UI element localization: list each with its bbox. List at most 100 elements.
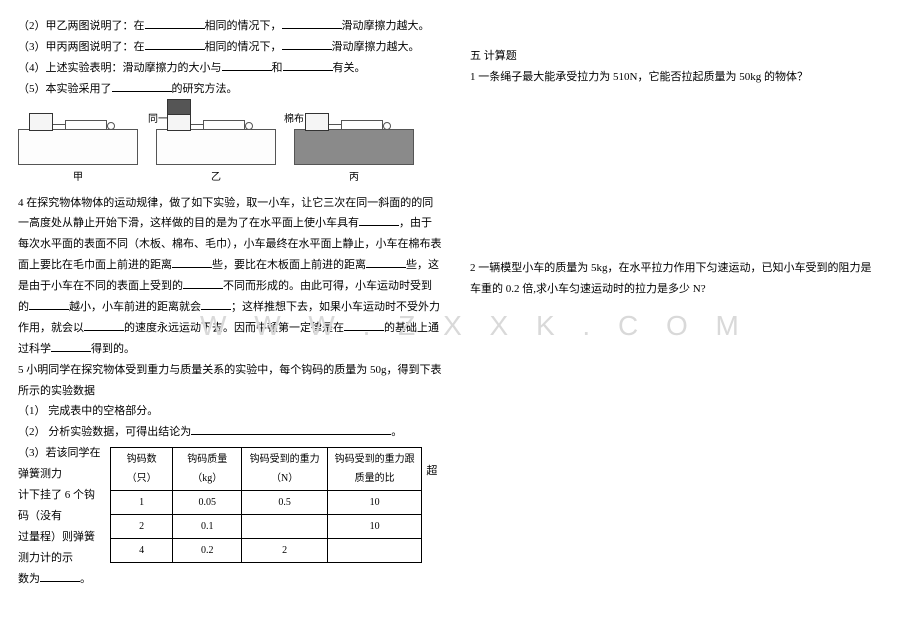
q3-b: 相同的情况下，	[205, 41, 282, 53]
page-container: （2）甲乙两图说明了：在相同的情况下，滑动摩擦力越大。 （3）甲丙两图说明了：在…	[0, 0, 920, 634]
p4-blank7	[84, 319, 124, 331]
diagram-row: 甲 乙	[18, 129, 442, 187]
q5-b: 的研究方法。	[172, 83, 238, 95]
p4-paragraph: 4 在探究物体物体的运动规律，做了如下实验，取一小车，让它三次在同一斜面的的同一…	[18, 193, 442, 360]
q4-blank2	[283, 59, 333, 71]
block-b1	[167, 113, 191, 131]
table-left-text: （3）若该同学在弹簧测力 计下挂了 6 个钩码（没有 过量程）则弹簧测力计的示 …	[18, 443, 110, 589]
spring-scale-c	[329, 120, 399, 130]
r2c2: 0.1	[173, 515, 242, 539]
p5-q3b: 计下挂了 6 个钩码（没有	[18, 485, 104, 527]
p4-blank8	[344, 319, 384, 331]
spring-scale-b	[191, 120, 261, 130]
right-column: 五 计算题 1 一条绳子最大能承受拉力为 510N，它能否拉起质量为 50kg …	[460, 0, 920, 634]
q2-blank1	[145, 17, 205, 29]
p5-q3e: 。	[80, 573, 91, 585]
p5-right: 超	[426, 461, 442, 482]
block-a	[29, 113, 53, 131]
p5-q2-blank	[191, 423, 391, 435]
q5-line: （5）本实验采用了 的研究方法。	[18, 79, 442, 100]
r3c4	[327, 539, 421, 563]
q2-line: （2）甲乙两图说明了：在 相同的情况下， 滑动摩擦力越大。	[18, 16, 442, 37]
p5-q3d: 数为	[18, 573, 40, 585]
left-column: （2）甲乙两图说明了：在相同的情况下，滑动摩擦力越大。 （3）甲丙两图说明了：在…	[0, 0, 460, 634]
q5-blank	[112, 80, 172, 92]
table-row: 4 0.2 2	[110, 539, 422, 563]
q2-a: （2）甲乙两图说明了：在	[18, 20, 145, 32]
q5-a: （5）本实验采用了	[18, 83, 112, 95]
p4-1j: 得到的。	[91, 343, 135, 355]
p4-blank6	[201, 298, 231, 310]
block-c	[305, 113, 329, 131]
p4-blank9	[51, 340, 91, 352]
q4-line: （4）上述实验表明：滑动摩擦力的大小与 和 有关。	[18, 58, 442, 79]
q4-c: 有关。	[333, 62, 366, 74]
table-header-row: 钩码数（只） 钩码质量（kg） 钩码受到的重力（N） 钩码受到的重力跟质量的比	[110, 448, 422, 491]
caption-b: 乙	[211, 168, 221, 187]
r1c4: 10	[327, 491, 421, 515]
th3: 钩码受到的重力（N）	[242, 448, 328, 491]
q3-blank1	[145, 38, 205, 50]
p4-blank2	[172, 256, 212, 268]
th4: 钩码受到的重力跟质量的比	[327, 448, 421, 491]
p5-q2: （2） 分析实验数据，可得出结论为	[18, 426, 191, 438]
r3c1: 4	[110, 539, 172, 563]
p4-blank4	[183, 277, 223, 289]
p5-q3-blank	[40, 570, 80, 582]
q2-c: 滑动摩擦力越大。	[342, 20, 430, 32]
p5-q1: （1） 完成表中的空格部分。	[18, 401, 442, 422]
block-b2	[167, 99, 191, 115]
p4-1c: 些，要比在木板面上前进的距离	[212, 259, 366, 271]
p5-q2-line: （2） 分析实验数据，可得出结论为 。	[18, 422, 442, 443]
q4-a: （4）上述实验表明：滑动摩擦力的大小与	[18, 62, 222, 74]
p4-blank3	[366, 256, 406, 268]
r2c1: 2	[110, 515, 172, 539]
caption-a: 甲	[73, 168, 83, 187]
surface-b	[156, 129, 276, 165]
calc-q2b: 车重的 0.2 倍,求小车匀速运动时的拉力是多少 N?	[470, 279, 902, 300]
p4-1f: 越小，小车前进的距离就会	[69, 301, 201, 313]
calc-q2a: 2 一辆模型小车的质量为 5kg，在水平拉力作用下匀速运动，已知小车受到的阻力是	[470, 258, 902, 279]
r1c3: 0.5	[242, 491, 328, 515]
q4-b: 和	[272, 62, 283, 74]
p4-blank1	[359, 214, 399, 226]
exp-item-b: 乙	[156, 129, 276, 187]
table-row: 2 0.1 10	[110, 515, 422, 539]
r2c3	[242, 515, 328, 539]
p4-1h: 的速度永远运动下去。因而牛顿第一定律是在	[124, 322, 344, 334]
th2: 钩码质量（kg）	[173, 448, 242, 491]
r1c2: 0.05	[173, 491, 242, 515]
p5-q2b: 。	[391, 426, 402, 438]
q2-b: 相同的情况下，	[205, 20, 282, 32]
p4-blank5	[29, 298, 69, 310]
q3-blank2	[282, 38, 332, 50]
q2-blank2	[282, 17, 342, 29]
p5-q3c: 过量程）则弹簧测力计的示	[18, 527, 104, 569]
exp-item-a: 甲	[18, 129, 138, 187]
r3c2: 0.2	[173, 539, 242, 563]
r3c3: 2	[242, 539, 328, 563]
section-title: 五 计算题	[470, 46, 902, 67]
p5-q3d-line: 数为 。	[18, 569, 104, 590]
surface-a	[18, 129, 138, 165]
exp-item-c: 丙	[294, 129, 414, 187]
surface-c	[294, 129, 414, 165]
cloth-label: 棉布	[284, 110, 304, 129]
data-table: 钩码数（只） 钩码质量（kg） 钩码受到的重力（N） 钩码受到的重力跟质量的比 …	[110, 447, 423, 563]
table-flow: （3）若该同学在弹簧测力 计下挂了 6 个钩码（没有 过量程）则弹簧测力计的示 …	[18, 443, 442, 589]
q3-line: （3）甲丙两图说明了：在 相同的情况下， 滑动摩擦力越大。	[18, 37, 442, 58]
r2c4: 10	[327, 515, 421, 539]
p5-q3a: （3）若该同学在弹簧测力	[18, 443, 104, 485]
experiment-diagram: 同一木块 棉布 甲	[18, 110, 442, 187]
q4-blank1	[222, 59, 272, 71]
spring-scale-a	[53, 120, 123, 130]
table-row: 1 0.05 0.5 10	[110, 491, 422, 515]
q3-a: （3）甲丙两图说明了：在	[18, 41, 145, 53]
caption-c: 丙	[349, 168, 359, 187]
table-right-text: 超	[422, 443, 442, 482]
th1: 钩码数（只）	[110, 448, 172, 491]
q3-c: 滑动摩擦力越大。	[332, 41, 420, 53]
calc-q1: 1 一条绳子最大能承受拉力为 510N，它能否拉起质量为 50kg 的物体？	[470, 67, 902, 88]
p5-intro: 5 小明同学在探究物体受到重力与质量关系的实验中，每个钩码的质量为 50g，得到…	[18, 360, 442, 402]
r1c1: 1	[110, 491, 172, 515]
